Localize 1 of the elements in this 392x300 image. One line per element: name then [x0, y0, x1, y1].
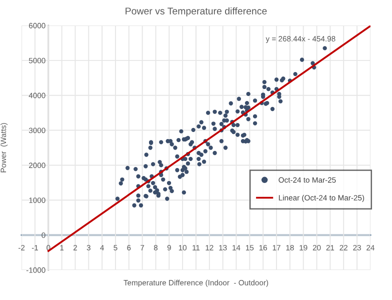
chart-title: Power vs Temperature difference	[126, 7, 267, 16]
